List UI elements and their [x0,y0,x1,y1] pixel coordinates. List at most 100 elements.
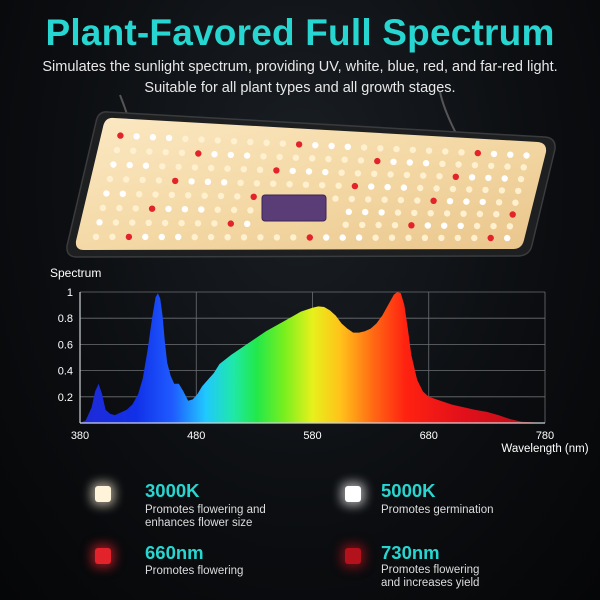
led-dot [512,199,519,206]
led-dot [504,234,511,242]
led-dot [109,233,116,240]
led-dot [227,220,234,227]
swatch-3000k-icon [95,486,111,502]
led-dot [493,211,500,218]
legend-desc: Promotes flowering [145,565,244,577]
led-dot [368,183,375,190]
chart-axes [79,292,545,424]
led-dot [181,206,189,213]
led-dot [446,198,454,205]
led-dot [112,219,120,226]
led-dot [387,171,394,178]
led-dot [260,153,267,160]
led-dot [441,222,448,229]
led-dot [130,147,137,154]
led-dot [142,233,149,241]
led-dot [227,151,234,159]
led-dot [194,220,202,227]
led-dot [476,210,484,218]
led-dot [433,185,440,192]
led-dot [133,133,140,140]
led-dot [204,178,212,185]
swatch-5000k-icon [345,486,361,502]
led-dot [191,233,198,241]
page-subtitle: Simulates the sunlight spectrum, providi… [42,59,558,96]
led-dot [221,179,228,186]
led-dot [175,233,182,241]
led-dot [139,176,146,184]
led-dot [185,192,192,199]
led-dot [136,191,143,198]
led-dot [119,190,127,197]
led-dot [332,195,339,202]
led-dot [377,145,384,152]
led-dot [473,222,481,230]
led-dot [506,223,514,230]
led-dot [360,144,368,151]
led-dot [411,209,418,217]
led-dot [520,164,527,171]
x-tick-label: 680 [420,430,438,442]
led-dot [110,161,117,168]
led-dot [129,219,136,226]
led-dot [388,234,396,241]
led-dot [393,145,400,153]
x-tick-label: 480 [187,430,205,442]
led-dot [474,149,481,157]
led-dot [172,177,179,185]
led-dot [289,167,296,175]
led-dot [430,197,437,204]
led-dot [372,234,379,241]
led-dot [198,206,205,213]
led-dot [454,234,461,242]
led-dot [230,206,238,214]
led-dot [178,149,186,156]
led-dot [126,161,133,169]
led-dot [106,175,114,183]
led-dot [279,140,286,147]
led-dot [240,166,247,173]
led-dot [357,157,365,164]
led-dot [406,159,413,166]
led-dot [375,221,382,229]
x-tick-label: 580 [303,430,321,442]
legend-name: 730nm [381,542,440,563]
led-dot [490,222,497,230]
led-dot [466,186,473,193]
led-dot [240,234,248,241]
led-dot [495,199,503,206]
led-dot [338,169,345,176]
led-dot [96,219,103,226]
led-dot [348,195,355,203]
led-dot [325,155,332,163]
led-dot [479,198,486,206]
led-dot [517,175,525,183]
legend-desc: Promotes flowering and enhances flower s… [145,504,266,529]
led-dot [214,206,221,213]
led-dot [113,146,121,154]
led-dot [371,170,378,177]
led-dot [335,182,342,189]
led-dot [250,193,257,200]
led-dot [92,233,100,240]
led-dot [420,172,427,179]
led-dot [490,150,498,158]
led-dot [270,180,277,187]
led-dot [354,170,362,177]
led-dot [117,132,124,139]
led-dot [482,186,489,194]
led-dot [378,209,385,216]
led-dot [390,158,397,165]
led-dot [323,234,330,241]
led-dot [443,210,451,217]
x-axis-label: Wavelength (nm) [501,443,588,455]
led-dot [175,163,182,171]
y-tick-label: 0.8 [58,313,73,325]
led-dot [365,196,372,203]
legend-name: 660nm [145,542,204,563]
led-dot [405,234,412,241]
led-dot [345,208,352,215]
led-dot [224,165,231,172]
led-dot [436,173,443,180]
chart-ticks: 380 480 580 680 780 0.2 0.4 0.6 0.8 1 [58,287,554,442]
